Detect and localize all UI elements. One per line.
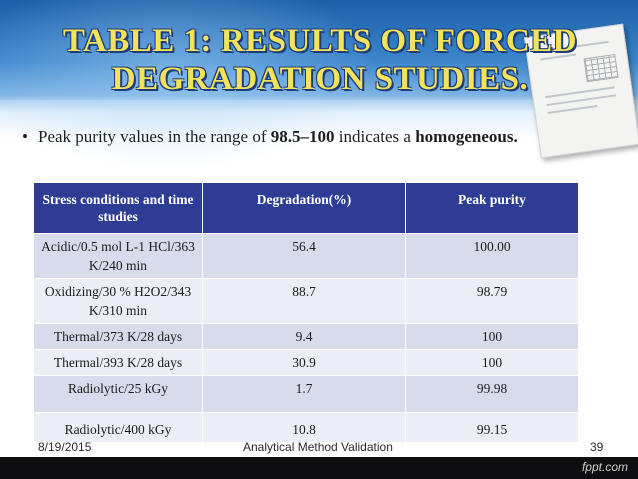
footer-date: 8/19/2015: [38, 440, 92, 454]
cell-purity: 98.79: [405, 278, 579, 324]
cell-degradation: 56.4: [202, 233, 406, 279]
table-row: Thermal/373 K/28 days 9.4 100: [33, 323, 579, 350]
cell-condition: Thermal/373 K/28 days: [33, 323, 203, 350]
footer-title: Analytical Method Validation: [243, 440, 393, 454]
bullet-text-prefix: Peak purity values in the range of: [38, 127, 271, 146]
paper-line: [547, 105, 598, 114]
cell-purity: 100: [405, 349, 579, 376]
slide-title: TABLE 1: RESULTS OF FORCED DEGRADATION S…: [62, 23, 578, 97]
brand-logo: fppt.com: [581, 460, 628, 474]
header-fade: [0, 100, 638, 140]
cell-degradation: 88.7: [202, 278, 406, 324]
table-row: Radiolytic/25 kGy 1.7 99.98: [33, 375, 579, 413]
cell-condition: Thermal/393 K/28 days: [33, 349, 203, 376]
cell-degradation: 10.8: [202, 412, 406, 443]
slide-footer: 8/19/2015 Analytical Method Validation 3…: [0, 438, 638, 458]
header-stress-conditions: Stress conditions and time studies: [33, 182, 203, 234]
table-row: Acidic/0.5 mol L-1 HCl/363 K/240 min 56.…: [33, 233, 579, 279]
header-degradation: Degradation(%): [202, 182, 406, 234]
bullet-point: • Peak purity values in the range of 98.…: [22, 126, 538, 148]
cell-condition: Oxidizing/30 % H2O2/343 K/310 min: [33, 278, 203, 324]
cell-degradation: 1.7: [202, 375, 406, 413]
cell-condition: Acidic/0.5 mol L-1 HCl/363 K/240 min: [33, 233, 203, 279]
bullet-dot-icon: •: [22, 127, 28, 146]
header-peak-purity: Peak purity: [405, 182, 579, 234]
table-row: Oxidizing/30 % H2O2/343 K/310 min 88.7 9…: [33, 278, 579, 324]
table-header-row: Stress conditions and time studies Degra…: [33, 182, 579, 234]
cell-degradation: 30.9: [202, 349, 406, 376]
bullet-emphasis: homogeneous.: [415, 127, 518, 146]
cell-purity: 100.00: [405, 233, 579, 279]
cell-condition: Radiolytic/25 kGy: [33, 375, 203, 413]
bullet-text-middle: indicates a: [334, 127, 416, 146]
page-number: 39: [590, 440, 604, 454]
bottom-bar: fppt.com: [0, 457, 638, 479]
cell-purity: 99.15: [405, 412, 579, 443]
cell-degradation: 9.4: [202, 323, 406, 350]
table-row: Radiolytic/400 kGy 10.8 99.15: [33, 412, 579, 443]
results-table: Stress conditions and time studies Degra…: [33, 182, 579, 443]
table-row: Thermal/393 K/28 days 30.9 100: [33, 349, 579, 376]
bullet-range: 98.5–100: [270, 127, 335, 146]
cell-purity: 99.98: [405, 375, 579, 413]
cell-purity: 100: [405, 323, 579, 350]
